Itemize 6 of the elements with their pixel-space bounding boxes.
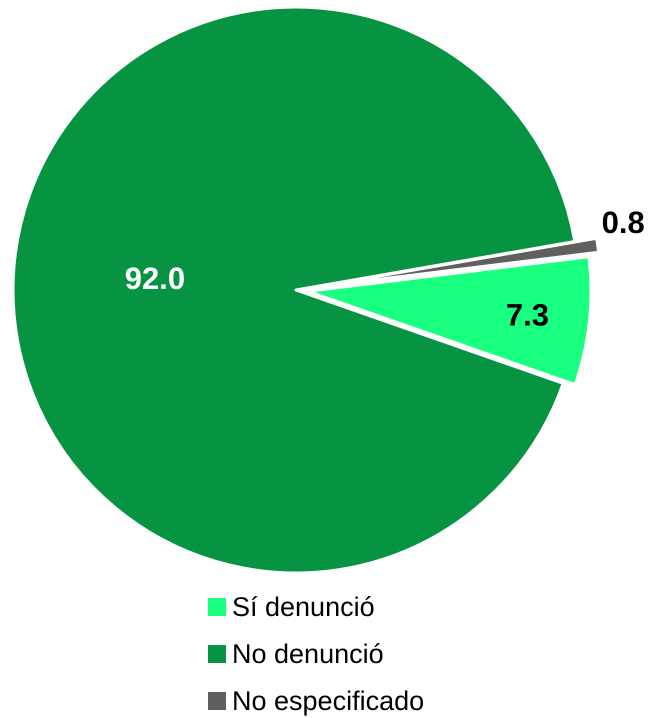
- legend-label: Sí denunció: [232, 592, 375, 622]
- legend-label: No especificado: [232, 686, 424, 716]
- slice-label: No denunció: [232, 639, 384, 669]
- data-label: 0.8: [602, 205, 645, 240]
- data-label: 92.0: [124, 260, 186, 296]
- data-label: 7.3: [506, 297, 549, 332]
